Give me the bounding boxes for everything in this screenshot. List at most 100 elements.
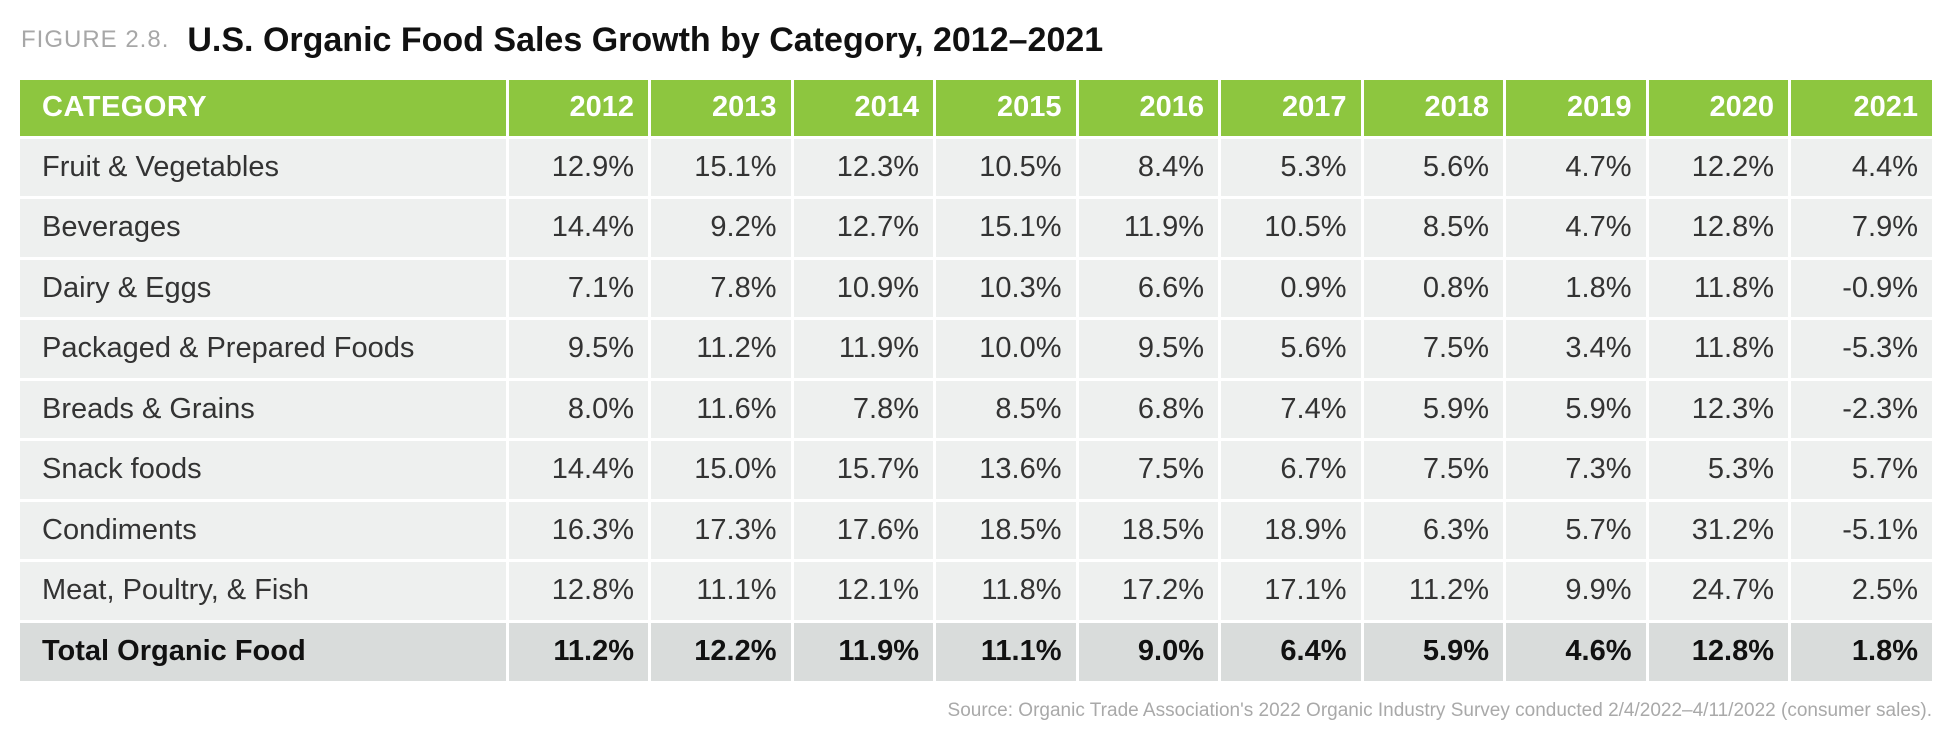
value-cell: 4.4% bbox=[1789, 137, 1932, 199]
category-cell: Condiments bbox=[20, 500, 509, 562]
column-header-year: 2014 bbox=[792, 80, 936, 139]
value-cell: 17.2% bbox=[1077, 560, 1221, 623]
value-cell: 12.3% bbox=[792, 137, 936, 199]
value-cell: 5.7% bbox=[1504, 500, 1649, 562]
table-footer: Total Organic Food 11.2% 12.2% 11.9% 11.1% 9.… bbox=[20, 619, 1932, 681]
value-cell: 14.4% bbox=[507, 197, 651, 260]
value-cell: 7.5% bbox=[1362, 318, 1506, 381]
total-value-cell: 5.9% bbox=[1362, 619, 1506, 681]
value-cell: 8.5% bbox=[1362, 197, 1506, 260]
value-cell: 0.8% bbox=[1362, 258, 1506, 320]
value-cell: 7.4% bbox=[1219, 379, 1364, 441]
value-cell: 9.5% bbox=[507, 318, 651, 381]
table-body: Fruit & Vegetables 12.9% 15.1% 12.3% 10.5% 8.… bbox=[20, 137, 1932, 623]
value-cell: 6.8% bbox=[1077, 379, 1221, 441]
total-value-cell: 12.2% bbox=[649, 619, 794, 681]
figure-label: FIGURE 2.8. bbox=[21, 26, 170, 53]
column-header-year: 2019 bbox=[1504, 80, 1649, 139]
value-cell: 11.6% bbox=[649, 379, 794, 441]
value-cell: 31.2% bbox=[1647, 500, 1791, 562]
table-row: Dairy & Eggs 7.1% 7.8% 10.9% 10.3% 6.6% 0.9% 0.… bbox=[20, 258, 1932, 320]
column-header-year: 2012 bbox=[507, 80, 651, 139]
value-cell: 8.5% bbox=[934, 379, 1079, 441]
total-row: Total Organic Food 11.2% 12.2% 11.9% 11.1% 9.… bbox=[20, 619, 1932, 681]
column-header-year: 2017 bbox=[1219, 80, 1364, 139]
header-row: CATEGORY 2012 2013 2014 2015 2016 2017 2018 2019… bbox=[20, 80, 1932, 139]
table-row: Beverages 14.4% 9.2% 12.7% 15.1% 11.9% 10.5% 8.… bbox=[20, 197, 1932, 260]
value-cell: 24.7% bbox=[1647, 560, 1791, 623]
value-cell: 4.7% bbox=[1504, 197, 1649, 260]
value-cell: 7.8% bbox=[649, 258, 794, 320]
value-cell: 12.3% bbox=[1647, 379, 1791, 441]
value-cell: 15.1% bbox=[649, 137, 794, 199]
category-cell: Meat, Poultry, & Fish bbox=[20, 560, 509, 623]
value-cell: 9.9% bbox=[1504, 560, 1649, 623]
column-header-year: 2013 bbox=[649, 80, 794, 139]
value-cell: 3.4% bbox=[1504, 318, 1649, 381]
value-cell: 5.9% bbox=[1504, 379, 1649, 441]
value-cell: 7.5% bbox=[1077, 439, 1221, 502]
value-cell: 6.6% bbox=[1077, 258, 1221, 320]
value-cell: 9.2% bbox=[649, 197, 794, 260]
total-value-cell: 12.8% bbox=[1647, 619, 1791, 681]
value-cell: 16.3% bbox=[507, 500, 651, 562]
column-header-year: 2016 bbox=[1077, 80, 1221, 139]
value-cell: 13.6% bbox=[934, 439, 1079, 502]
value-cell: 10.5% bbox=[1219, 197, 1364, 260]
value-cell: 17.3% bbox=[649, 500, 794, 562]
value-cell: 10.0% bbox=[934, 318, 1079, 381]
value-cell: 5.7% bbox=[1789, 439, 1932, 502]
value-cell: 8.0% bbox=[507, 379, 651, 441]
growth-table: CATEGORY 2012 2013 2014 2015 2016 2017 2018 2019… bbox=[20, 80, 1932, 681]
table-header: CATEGORY 2012 2013 2014 2015 2016 2017 2018 2019… bbox=[20, 80, 1932, 139]
category-cell: Dairy & Eggs bbox=[20, 258, 509, 320]
total-value-cell: 6.4% bbox=[1219, 619, 1364, 681]
value-cell: 0.9% bbox=[1219, 258, 1364, 320]
value-cell: 11.1% bbox=[649, 560, 794, 623]
value-cell: 7.1% bbox=[507, 258, 651, 320]
value-cell: 18.5% bbox=[934, 500, 1079, 562]
column-header-category: CATEGORY bbox=[20, 80, 509, 139]
value-cell: 12.7% bbox=[792, 197, 936, 260]
category-cell: Breads & Grains bbox=[20, 379, 509, 441]
column-header-year: 2020 bbox=[1647, 80, 1791, 139]
value-cell: 12.8% bbox=[1647, 197, 1791, 260]
value-cell: 10.3% bbox=[934, 258, 1079, 320]
value-cell: 5.9% bbox=[1362, 379, 1506, 441]
value-cell: 4.7% bbox=[1504, 137, 1649, 199]
value-cell: 18.5% bbox=[1077, 500, 1221, 562]
value-cell: 15.0% bbox=[649, 439, 794, 502]
value-cell: 11.8% bbox=[1647, 318, 1791, 381]
total-value-cell: 1.8% bbox=[1789, 619, 1932, 681]
value-cell: 17.1% bbox=[1219, 560, 1364, 623]
value-cell: 7.5% bbox=[1362, 439, 1506, 502]
value-cell: 5.3% bbox=[1647, 439, 1791, 502]
value-cell: 5.6% bbox=[1362, 137, 1506, 199]
value-cell: 5.3% bbox=[1219, 137, 1364, 199]
value-cell: 18.9% bbox=[1219, 500, 1364, 562]
category-cell: Beverages bbox=[20, 197, 509, 260]
table-row: Snack foods 14.4% 15.0% 15.7% 13.6% 7.5% 6.7% 7… bbox=[20, 439, 1932, 502]
value-cell: 7.9% bbox=[1789, 197, 1932, 260]
category-cell: Fruit & Vegetables bbox=[20, 137, 509, 199]
value-cell: 11.2% bbox=[1362, 560, 1506, 623]
value-cell: 17.6% bbox=[792, 500, 936, 562]
value-cell: 10.9% bbox=[792, 258, 936, 320]
value-cell: -0.9% bbox=[1789, 258, 1932, 320]
table-row: Fruit & Vegetables 12.9% 15.1% 12.3% 10.5% 8.… bbox=[20, 137, 1932, 199]
table-row: Condiments 16.3% 17.3% 17.6% 18.5% 18.5% 18.9%… bbox=[20, 500, 1932, 562]
category-cell: Snack foods bbox=[20, 439, 509, 502]
value-cell: 12.8% bbox=[507, 560, 651, 623]
value-cell: 6.7% bbox=[1219, 439, 1364, 502]
total-value-cell: 11.9% bbox=[792, 619, 936, 681]
value-cell: 1.8% bbox=[1504, 258, 1649, 320]
column-header-year: 2015 bbox=[934, 80, 1079, 139]
value-cell: 2.5% bbox=[1789, 560, 1932, 623]
value-cell: 7.8% bbox=[792, 379, 936, 441]
value-cell: 11.9% bbox=[792, 318, 936, 381]
value-cell: -5.1% bbox=[1789, 500, 1932, 562]
table-row: Meat, Poultry, & Fish 12.8% 11.1% 12.1% 11.8… bbox=[20, 560, 1932, 623]
value-cell: 7.3% bbox=[1504, 439, 1649, 502]
value-cell: 11.8% bbox=[934, 560, 1079, 623]
value-cell: 14.4% bbox=[507, 439, 651, 502]
